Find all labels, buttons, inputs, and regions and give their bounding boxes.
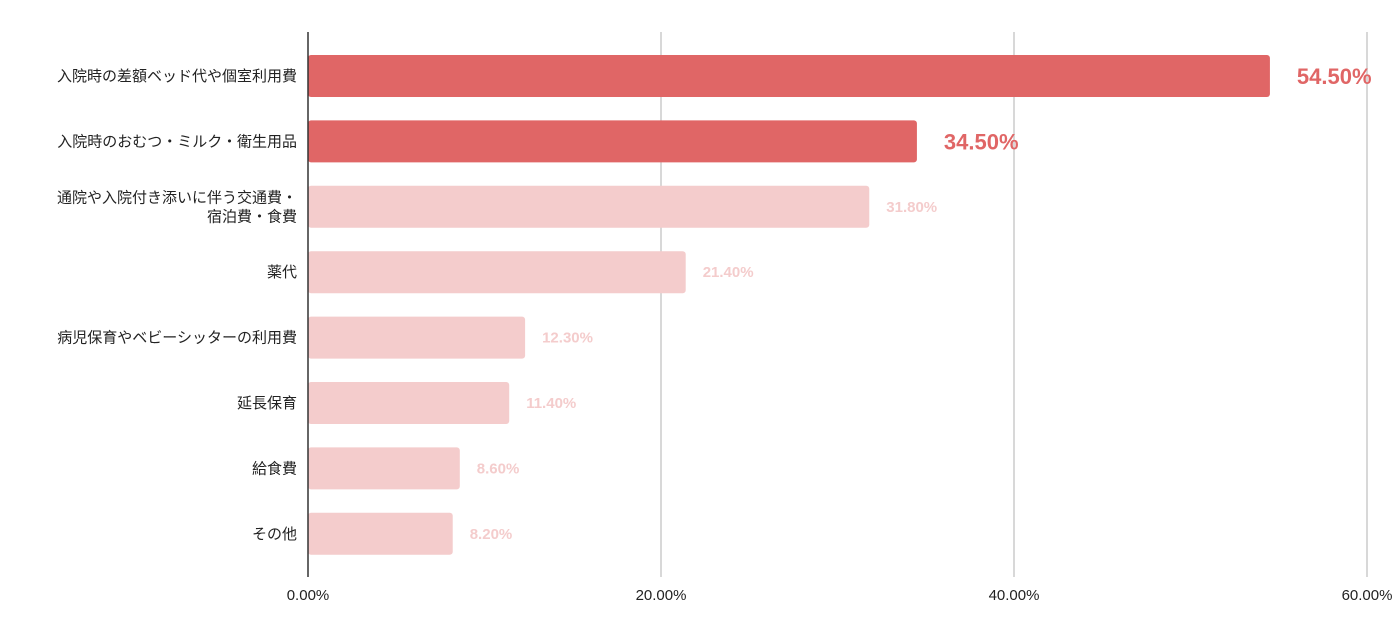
category-label-3: 通院や入院付き添いに伴う交通費・宿泊費・食費 <box>57 188 297 225</box>
value-label-2: 34.50% <box>944 129 1019 154</box>
bar-4[interactable] <box>308 251 686 294</box>
category-label-5: 病児保育やベビーシッターの利用費 <box>57 329 297 347</box>
bar-7[interactable] <box>308 447 460 490</box>
category-label-7: 給食費 <box>252 459 297 477</box>
x-tick-label-2: 40.00% <box>989 587 1040 604</box>
value-label-3: 31.80% <box>886 199 937 216</box>
bar-5[interactable] <box>308 316 526 359</box>
value-label-7: 8.60% <box>477 460 520 477</box>
bar-3[interactable] <box>308 185 870 228</box>
value-label-5: 12.30% <box>542 330 593 347</box>
value-label-4: 21.40% <box>703 264 754 281</box>
bar-6[interactable] <box>308 382 510 424</box>
bar-8[interactable] <box>308 512 453 555</box>
category-label-8: その他 <box>252 525 297 543</box>
category-label-1: 入院時の差額ベッド代や個室利用費 <box>57 67 297 85</box>
x-tick-label-3: 60.00% <box>1342 587 1393 604</box>
bar-1[interactable] <box>308 55 1270 97</box>
category-label-6: 延長保育 <box>237 394 297 412</box>
value-label-8: 8.20% <box>470 526 513 543</box>
category-label-4: 薬代 <box>267 263 297 281</box>
x-tick-label-0: 0.00% <box>287 587 330 604</box>
category-label-2: 入院時のおむつ・ミルク・衛生用品 <box>57 132 297 150</box>
bar-2[interactable] <box>308 120 917 163</box>
value-label-6: 11.40% <box>526 395 576 412</box>
value-label-1: 54.50% <box>1297 64 1372 89</box>
x-tick-label-1: 20.00% <box>636 587 687 604</box>
